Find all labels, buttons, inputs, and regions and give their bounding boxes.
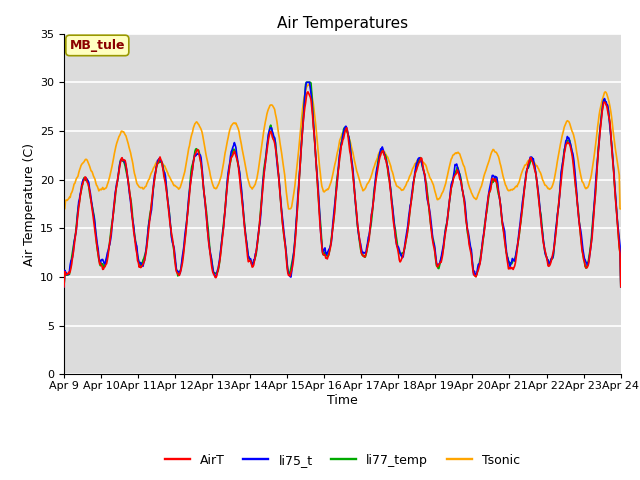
AirT	[70, 244, 78, 250]
li75_t	[303, 79, 311, 85]
X-axis label: Time: Time	[327, 394, 358, 407]
Y-axis label: Air Temperature (C): Air Temperature (C)	[23, 143, 36, 265]
Tsonic	[617, 206, 625, 212]
li77_temp	[60, 284, 68, 289]
li75_t	[214, 268, 221, 274]
AirT	[214, 270, 221, 276]
Tsonic	[305, 82, 312, 87]
Tsonic	[184, 151, 192, 156]
li75_t	[60, 284, 68, 289]
AirT	[428, 226, 435, 231]
li75_t	[411, 170, 419, 176]
Line: AirT: AirT	[64, 92, 621, 287]
li75_t	[184, 204, 192, 210]
li77_temp	[428, 224, 435, 230]
AirT	[184, 208, 192, 214]
li77_temp	[411, 173, 419, 179]
AirT	[617, 284, 625, 289]
li77_temp	[214, 269, 221, 275]
Tsonic	[60, 206, 68, 212]
Tsonic	[127, 154, 135, 160]
AirT	[127, 205, 135, 211]
li75_t	[617, 284, 625, 289]
Line: li75_t: li75_t	[64, 82, 621, 287]
Line: Tsonic: Tsonic	[64, 84, 621, 209]
Tsonic	[411, 161, 419, 167]
li75_t	[428, 219, 435, 225]
Tsonic	[214, 184, 221, 190]
li75_t	[127, 208, 135, 214]
li77_temp	[184, 207, 192, 213]
li75_t	[70, 240, 78, 245]
li77_temp	[303, 79, 310, 85]
Tsonic	[428, 177, 435, 182]
li77_temp	[617, 284, 625, 289]
li77_temp	[70, 239, 78, 245]
Title: Air Temperatures: Air Temperatures	[277, 16, 408, 31]
AirT	[60, 284, 68, 289]
Legend: AirT, li75_t, li77_temp, Tsonic: AirT, li75_t, li77_temp, Tsonic	[160, 449, 525, 472]
AirT	[304, 89, 312, 95]
Text: MB_tule: MB_tule	[70, 39, 125, 52]
AirT	[411, 172, 419, 178]
Tsonic	[70, 181, 78, 187]
Line: li77_temp: li77_temp	[64, 82, 621, 287]
li77_temp	[127, 201, 135, 206]
